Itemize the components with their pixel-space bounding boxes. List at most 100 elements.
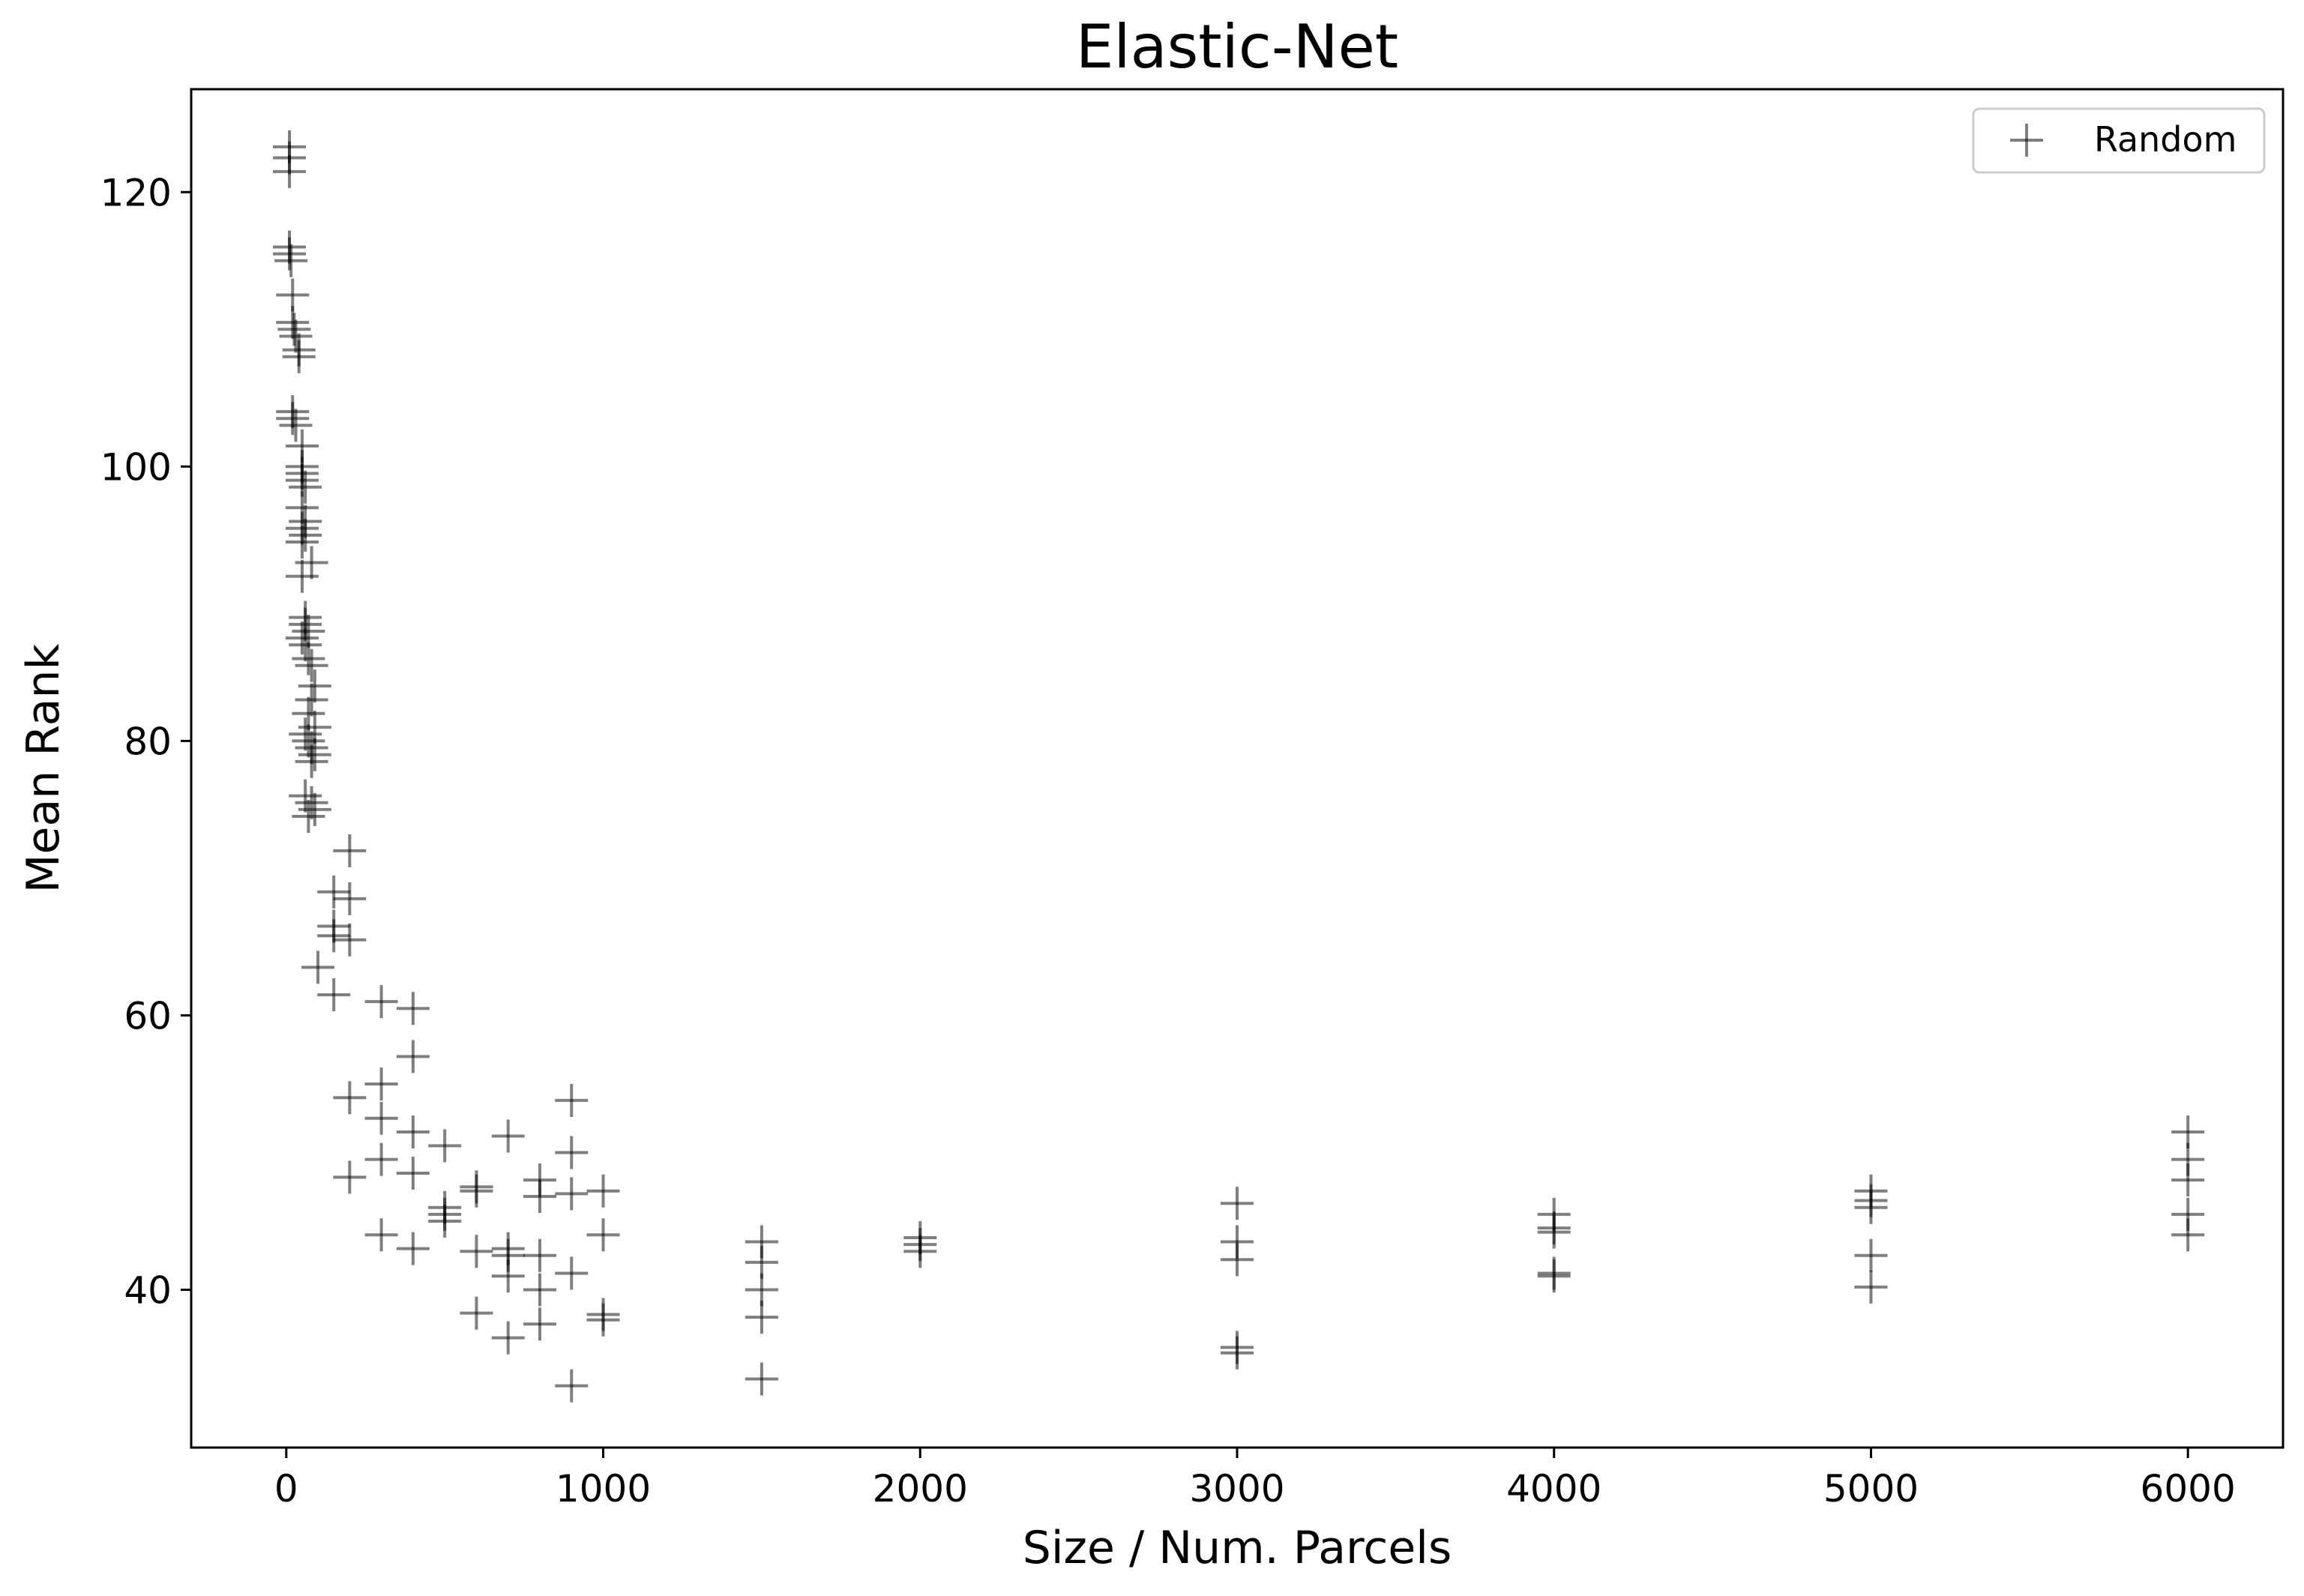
data-point [555,1177,589,1211]
data-point [1854,1190,1888,1224]
data-point [317,875,351,909]
data-point [1221,1187,1254,1220]
data-point [745,1301,778,1334]
data-point [428,1205,462,1238]
data-point [586,1174,620,1208]
data-point [317,978,351,1011]
y-axis: 40 60 80 100 120 [100,171,191,1313]
data-point [282,340,316,373]
y-tick-label: 60 [124,994,172,1038]
data-point [298,792,331,826]
data-point [279,409,313,442]
data-point [289,779,322,813]
data-point [333,834,367,867]
x-tick-label: 4000 [1506,1467,1601,1511]
data-point [1537,1215,1571,1249]
data-point [289,470,322,504]
data-point [295,786,328,819]
data-point [903,1235,937,1268]
x-tick-label: 6000 [2141,1467,2236,1511]
data-point [295,683,328,717]
data-point [460,1235,493,1268]
x-tick-label: 2000 [873,1467,968,1511]
data-point [428,1129,462,1163]
data-point [333,1081,367,1115]
plot-area [190,88,2285,1449]
data-point [298,669,331,703]
data-point [292,724,325,758]
data-point [396,1115,430,1149]
data-point [1854,1238,1888,1272]
data-point [298,738,331,771]
x-tick-label: 1000 [556,1467,651,1511]
data-point [333,923,367,957]
data-point [555,1369,589,1403]
data-point [364,985,398,1019]
legend: Random [1972,107,2266,174]
data-point [273,154,307,188]
data-point [289,628,322,662]
legend-entry-random: Random [2094,119,2237,160]
data-point [396,992,430,1026]
data-point [333,882,367,915]
data-point [295,648,328,682]
data-point [279,319,313,353]
data-point [745,1362,778,1396]
data-point [333,1160,367,1194]
data-point [555,1256,589,1290]
data-point [285,621,319,655]
data-point [491,1259,525,1293]
legend-box [1972,107,2266,174]
data-point [1221,1243,1254,1277]
data-point [491,1321,525,1355]
data-point [292,642,325,675]
data-point [273,237,307,271]
data-point [285,526,319,558]
x-axis-label: Size / Num. Parcels [1023,1522,1452,1574]
data-point [292,800,325,834]
data-point [364,1218,398,1252]
data-point [523,1307,556,1341]
data-point [1537,1259,1571,1293]
data-point [586,1303,620,1337]
data-point [277,313,311,346]
y-tick-label: 40 [124,1269,172,1313]
data-point [2171,1218,2205,1252]
data-point [491,1119,525,1153]
data-point [1854,1270,1888,1304]
marker-layer [273,130,2205,1403]
data-point [396,1156,430,1190]
data-point [317,919,351,953]
data-point [276,306,310,340]
data-point [274,244,308,277]
y-tick-label: 80 [124,720,172,763]
data-point [523,1238,556,1272]
y-axis-label: Mean Rank [17,644,70,894]
x-axis: 0 1000 2000 3000 4000 5000 6000 [274,1448,2236,1511]
x-tick-label: 3000 [1189,1467,1284,1511]
x-tick-label: 0 [274,1467,298,1511]
data-point [295,546,328,579]
data-point [364,1142,398,1176]
data-point [396,1040,430,1073]
y-tick-label: 100 [100,445,172,489]
data-point [364,1067,398,1100]
legend-marker-plus-icon [2010,124,2043,157]
data-point [523,1273,556,1307]
data-point [555,1083,589,1117]
data-point [586,1218,620,1252]
data-point [523,1180,556,1214]
y-tick-label: 120 [100,171,172,214]
data-point [2171,1163,2205,1197]
data-point [289,518,322,552]
data-point [295,744,328,778]
data-point [289,717,322,751]
data-point [301,951,335,984]
data-point [460,1174,493,1208]
data-point [460,1296,493,1330]
data-point [364,1101,398,1135]
chart-title: Elastic-Net [1076,12,1398,82]
data-point [276,402,310,436]
data-point [1221,1336,1254,1370]
